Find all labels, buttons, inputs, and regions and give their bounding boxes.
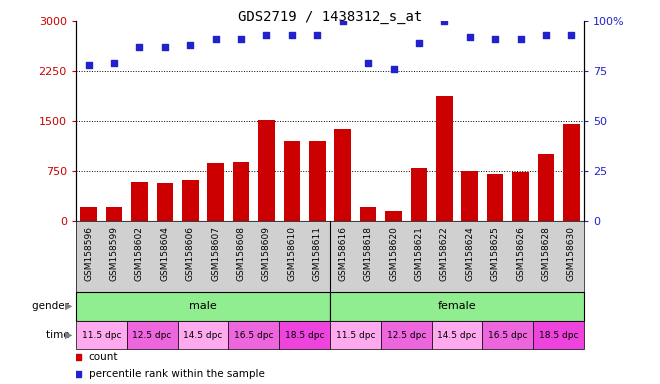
Bar: [330, 321, 381, 349]
Point: [109, 60, 119, 66]
Text: GSM158609: GSM158609: [262, 227, 271, 281]
Text: 18.5 dpc: 18.5 dpc: [539, 331, 578, 339]
Text: male: male: [189, 301, 217, 311]
Bar: [436, 96, 453, 221]
Bar: [432, 321, 482, 349]
Bar: [228, 321, 279, 349]
Text: GSM158625: GSM158625: [490, 227, 500, 281]
Bar: [360, 207, 376, 221]
Point: [490, 36, 500, 42]
Bar: [309, 141, 325, 221]
Bar: [156, 183, 173, 221]
Text: GSM158618: GSM158618: [364, 227, 373, 281]
Text: GSM158607: GSM158607: [211, 227, 220, 281]
Bar: [538, 154, 554, 221]
Bar: [131, 182, 148, 221]
Bar: [335, 129, 351, 221]
Point: [337, 18, 348, 24]
Bar: [385, 211, 402, 221]
Point: [160, 44, 170, 50]
Bar: [106, 207, 122, 221]
Text: GSM158630: GSM158630: [567, 227, 576, 281]
Point: [312, 32, 323, 38]
Text: 14.5 dpc: 14.5 dpc: [183, 331, 222, 339]
Text: 11.5 dpc: 11.5 dpc: [336, 331, 375, 339]
Text: GSM158610: GSM158610: [287, 227, 296, 281]
Point: [83, 62, 94, 68]
Bar: [381, 321, 432, 349]
Text: GSM158604: GSM158604: [160, 227, 170, 281]
Text: count: count: [88, 352, 118, 362]
Text: ▶: ▶: [65, 330, 73, 340]
Text: 12.5 dpc: 12.5 dpc: [387, 331, 426, 339]
Text: 14.5 dpc: 14.5 dpc: [438, 331, 477, 339]
Text: GSM158608: GSM158608: [236, 227, 246, 281]
Bar: [461, 171, 478, 221]
Bar: [258, 120, 275, 221]
Point: [211, 36, 221, 42]
Bar: [207, 163, 224, 221]
Point: [515, 36, 526, 42]
Point: [286, 32, 297, 38]
Bar: [563, 124, 579, 221]
Text: GSM158602: GSM158602: [135, 227, 144, 281]
Point: [134, 44, 145, 50]
Text: gender: gender: [32, 301, 73, 311]
Point: [236, 36, 246, 42]
Bar: [81, 207, 97, 221]
Bar: [482, 321, 533, 349]
Point: [388, 66, 399, 72]
Point: [414, 40, 424, 46]
Text: GSM158621: GSM158621: [414, 227, 424, 281]
Text: GSM158628: GSM158628: [541, 227, 550, 281]
Point: [261, 32, 272, 38]
Bar: [512, 172, 529, 221]
Text: GSM158599: GSM158599: [110, 227, 119, 281]
Bar: [284, 141, 300, 221]
Text: GDS2719 / 1438312_s_at: GDS2719 / 1438312_s_at: [238, 10, 422, 23]
Point: [465, 34, 475, 40]
Bar: [533, 321, 584, 349]
Bar: [279, 321, 330, 349]
Text: GSM158596: GSM158596: [84, 227, 93, 281]
Bar: [233, 162, 249, 221]
Text: GSM158606: GSM158606: [185, 227, 195, 281]
Text: GSM158624: GSM158624: [465, 227, 475, 281]
Text: percentile rank within the sample: percentile rank within the sample: [88, 369, 265, 379]
Text: female: female: [438, 301, 477, 311]
Bar: [182, 180, 199, 221]
Text: 18.5 dpc: 18.5 dpc: [285, 331, 324, 339]
Bar: [127, 321, 178, 349]
Text: GSM158626: GSM158626: [516, 227, 525, 281]
Bar: [76, 292, 330, 321]
Bar: [330, 292, 584, 321]
Bar: [487, 174, 504, 221]
Text: GSM158620: GSM158620: [389, 227, 398, 281]
Point: [185, 42, 195, 48]
Text: 11.5 dpc: 11.5 dpc: [82, 331, 121, 339]
Text: 16.5 dpc: 16.5 dpc: [488, 331, 527, 339]
Text: ▶: ▶: [65, 301, 73, 311]
Text: time: time: [46, 330, 73, 340]
Bar: [411, 167, 427, 221]
Text: GSM158616: GSM158616: [338, 227, 347, 281]
Point: [363, 60, 374, 66]
Point: [541, 32, 551, 38]
Bar: [178, 321, 228, 349]
Text: 16.5 dpc: 16.5 dpc: [234, 331, 273, 339]
Text: GSM158611: GSM158611: [313, 227, 322, 281]
Text: GSM158622: GSM158622: [440, 227, 449, 281]
Point: [566, 32, 577, 38]
Bar: [76, 321, 127, 349]
Point: [439, 18, 449, 24]
Text: 12.5 dpc: 12.5 dpc: [133, 331, 172, 339]
